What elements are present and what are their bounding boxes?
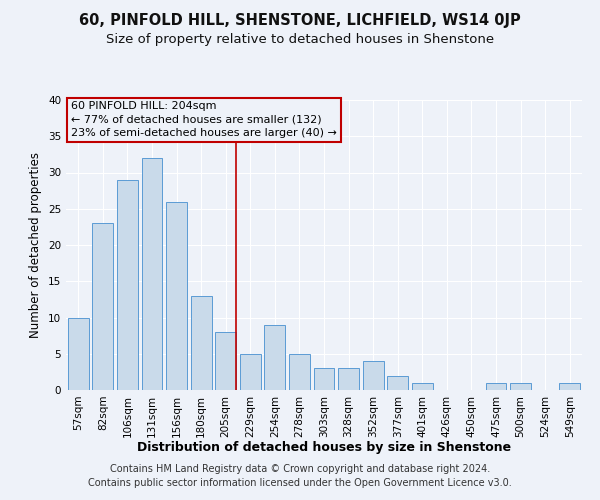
Bar [215, 332, 236, 390]
Text: 60, PINFOLD HILL, SHENSTONE, LICHFIELD, WS14 0JP: 60, PINFOLD HILL, SHENSTONE, LICHFIELD, … [79, 12, 521, 28]
Bar [191, 296, 212, 390]
Bar [117, 180, 138, 390]
Bar [240, 354, 261, 390]
Bar [510, 383, 531, 390]
Bar [142, 158, 163, 390]
Bar [289, 354, 310, 390]
Text: 60 PINFOLD HILL: 204sqm
← 77% of detached houses are smaller (132)
23% of semi-d: 60 PINFOLD HILL: 204sqm ← 77% of detache… [71, 102, 337, 138]
Text: Size of property relative to detached houses in Shenstone: Size of property relative to detached ho… [106, 32, 494, 46]
Bar [485, 383, 506, 390]
Text: Contains HM Land Registry data © Crown copyright and database right 2024.
Contai: Contains HM Land Registry data © Crown c… [88, 464, 512, 487]
X-axis label: Distribution of detached houses by size in Shenstone: Distribution of detached houses by size … [137, 441, 511, 454]
Bar [362, 361, 383, 390]
Y-axis label: Number of detached properties: Number of detached properties [29, 152, 43, 338]
Bar [166, 202, 187, 390]
Bar [92, 223, 113, 390]
Bar [265, 325, 286, 390]
Bar [314, 368, 334, 390]
Bar [412, 383, 433, 390]
Bar [338, 368, 359, 390]
Bar [387, 376, 408, 390]
Bar [559, 383, 580, 390]
Bar [68, 318, 89, 390]
